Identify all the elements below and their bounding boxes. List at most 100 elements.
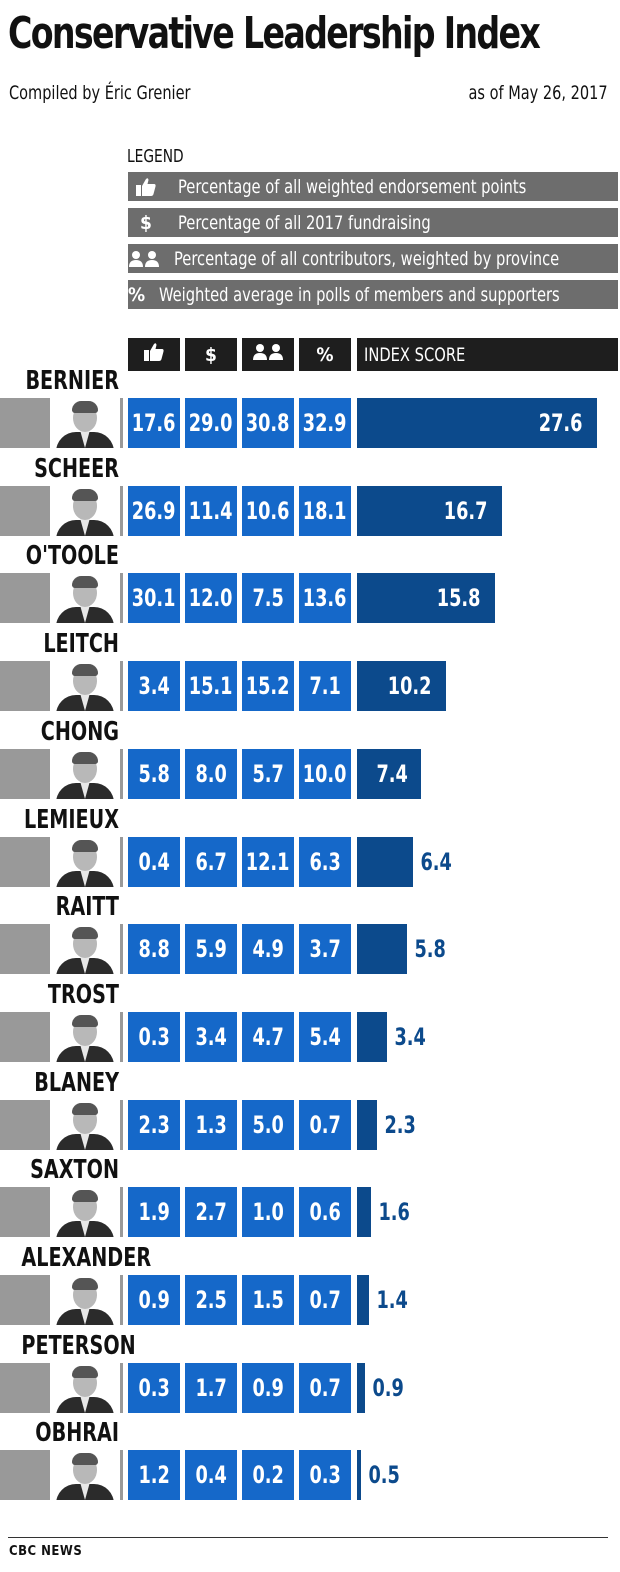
candidate-photo (0, 924, 123, 974)
contributors-value: 0.9 (242, 1363, 294, 1413)
polls-value: 13.6 (299, 573, 351, 623)
endorsement-value: 5.8 (128, 749, 180, 799)
thumbs-up-icon (143, 342, 165, 367)
endorsement-value: 3.4 (128, 661, 180, 711)
avatar (50, 398, 120, 448)
index-score-label: 1.4 (376, 1286, 408, 1314)
legend-item-endorsements: Percentage of all weighted endorsement p… (128, 172, 618, 201)
fundraising-value: 12.0 (185, 573, 237, 623)
candidate-photo (0, 1187, 123, 1237)
fundraising-value: 8.0 (185, 749, 237, 799)
legend-item-fundraising: $ Percentage of all 2017 fundraising (128, 208, 618, 237)
candidate-photo (0, 398, 123, 448)
contributors-value: 1.0 (242, 1187, 294, 1237)
avatar (50, 837, 120, 887)
legend-item-contributors: Percentage of all contributors, weighted… (128, 244, 618, 273)
index-score-label: 3.4 (394, 1023, 426, 1051)
contributors-value: 5.7 (242, 749, 294, 799)
endorsement-value: 1.2 (128, 1450, 180, 1500)
index-score-bar (357, 1100, 377, 1150)
legend-title: LEGEND (127, 146, 184, 167)
avatar (50, 749, 120, 799)
index-score-label: 0.9 (372, 1374, 404, 1402)
people-icon (252, 343, 284, 366)
contributors-value: 5.0 (242, 1100, 294, 1150)
candidate-name: SAXTON (30, 1155, 119, 1185)
endorsement-value: 30.1 (128, 573, 180, 623)
polls-value: 7.1 (299, 661, 351, 711)
polls-value: 3.7 (299, 924, 351, 974)
candidate-name: PETERSON (21, 1331, 136, 1361)
dollar-icon: $ (205, 343, 217, 366)
avatar (50, 924, 120, 974)
people-icon (128, 250, 160, 268)
polls-value: 18.1 (299, 486, 351, 536)
polls-value: 6.3 (299, 837, 351, 887)
index-score-bar (357, 749, 421, 799)
candidate-name: SCHEER (34, 454, 119, 484)
index-score-label: 6.4 (420, 848, 452, 876)
candidate-name: LEMIEUX (23, 805, 120, 835)
endorsement-value: 17.6 (128, 398, 180, 448)
candidate-name: CHONG (40, 717, 119, 747)
percent-icon: % (316, 343, 334, 366)
endorsement-value: 2.3 (128, 1100, 180, 1150)
fundraising-value: 29.0 (185, 398, 237, 448)
contributors-value: 1.5 (242, 1275, 294, 1325)
candidate-photo (0, 486, 123, 536)
contributors-value: 10.6 (242, 486, 294, 536)
endorsement-value: 26.9 (128, 486, 180, 536)
avatar (50, 1012, 120, 1062)
endorsement-value: 1.9 (128, 1187, 180, 1237)
candidate-photo (0, 661, 123, 711)
legend-item-polls: % Weighted average in polls of members a… (128, 280, 618, 309)
index-score-bar (357, 573, 495, 623)
polls-value: 0.7 (299, 1363, 351, 1413)
polls-value: 0.6 (299, 1187, 351, 1237)
fundraising-value: 11.4 (185, 486, 237, 536)
index-score-bar (357, 1275, 369, 1325)
index-score-label: 5.8 (414, 935, 446, 963)
index-score-label: 0.5 (368, 1461, 400, 1489)
candidate-name: LEITCH (43, 629, 119, 659)
legend-label: Weighted average in polls of members and… (159, 283, 560, 306)
avatar (50, 486, 120, 536)
index-score-label: 15.8 (436, 584, 481, 612)
contributors-value: 4.9 (242, 924, 294, 974)
candidate-photo (0, 837, 123, 887)
candidate-photo (0, 1363, 123, 1413)
fundraising-value: 1.7 (185, 1363, 237, 1413)
fundraising-value: 2.7 (185, 1187, 237, 1237)
polls-value: 0.3 (299, 1450, 351, 1500)
candidate-name: OBHRAI (35, 1418, 119, 1448)
legend-label: Percentage of all contributors, weighted… (174, 247, 560, 270)
candidate-name: RAITT (55, 892, 119, 922)
index-score-label: 7.4 (376, 760, 408, 788)
avatar (50, 661, 120, 711)
footer-divider (8, 1537, 608, 1538)
polls-value: 32.9 (299, 398, 351, 448)
byline: Compiled by Éric Grenier (9, 82, 191, 104)
candidate-name: TROST (47, 980, 119, 1010)
dollar-icon: $ (140, 211, 152, 234)
avatar (50, 1187, 120, 1237)
index-score-bar (357, 1450, 361, 1500)
avatar (50, 1100, 120, 1150)
index-score-bar (357, 486, 502, 536)
polls-value: 0.7 (299, 1100, 351, 1150)
index-score-label: 10.2 (387, 672, 432, 700)
candidate-photo (0, 749, 123, 799)
candidate-photo (0, 1100, 123, 1150)
column-header-polls: % (299, 338, 351, 371)
candidate-photo (0, 1450, 123, 1500)
endorsement-value: 0.3 (128, 1012, 180, 1062)
candidate-photo (0, 1012, 123, 1062)
fundraising-value: 3.4 (185, 1012, 237, 1062)
contributors-value: 12.1 (242, 837, 294, 887)
candidate-photo (0, 1275, 123, 1325)
fundraising-value: 6.7 (185, 837, 237, 887)
contributors-value: 15.2 (242, 661, 294, 711)
avatar (50, 573, 120, 623)
fundraising-value: 5.9 (185, 924, 237, 974)
endorsement-value: 0.3 (128, 1363, 180, 1413)
